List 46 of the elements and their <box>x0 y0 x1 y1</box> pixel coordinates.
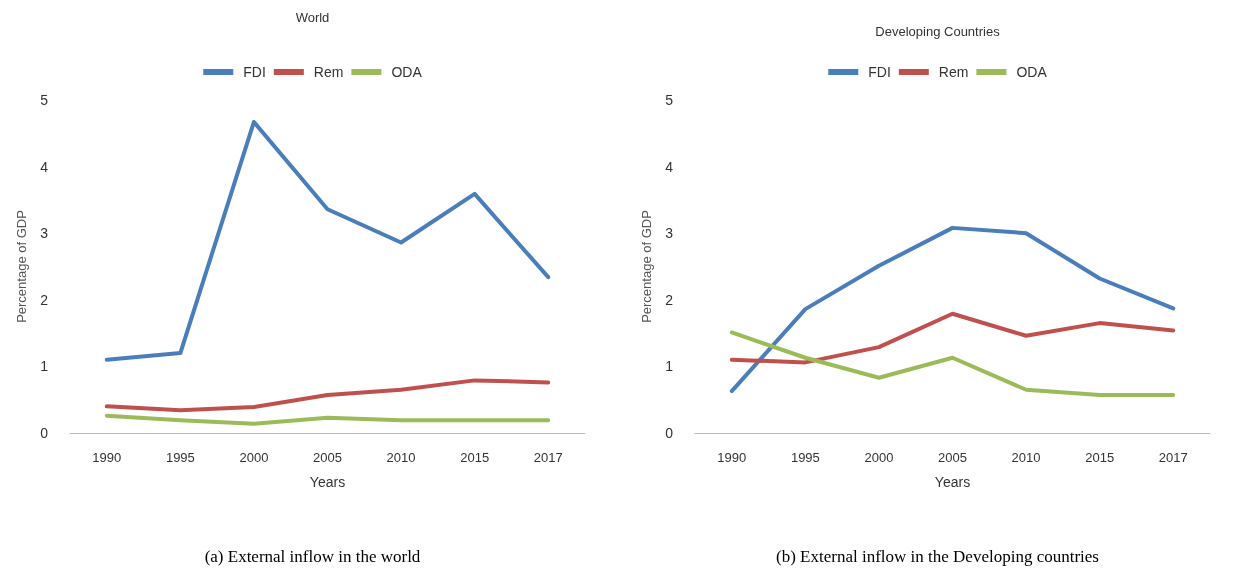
x-tick-label: 2017 <box>1158 450 1188 465</box>
y-axis-title: Percentage of GDP <box>14 210 29 323</box>
x-tick-label: 2000 <box>864 450 894 465</box>
y-tick-label: 3 <box>665 225 674 242</box>
x-tick-label: 2010 <box>386 450 416 465</box>
x-tick-label: 1995 <box>790 450 820 465</box>
y-tick-label: 0 <box>40 425 49 441</box>
legend-label: FDI <box>243 64 266 80</box>
y-tick-label: 5 <box>40 92 49 108</box>
legend-label: Rem <box>938 64 969 80</box>
legend-label: FDI <box>868 64 891 80</box>
legend-label: ODA <box>391 64 423 80</box>
y-tick-label: 1 <box>40 358 49 375</box>
x-tick-label: 2005 <box>938 450 967 465</box>
x-tick-label: 2005 <box>313 450 342 465</box>
text: (b) External inflow in the Developing countries <box>776 547 1099 566</box>
x-tick-label: 2015 <box>460 450 490 465</box>
y-tick-label: 2 <box>40 291 49 308</box>
x-tick-label: 1990 <box>92 450 122 465</box>
line-series <box>729 225 1176 394</box>
y-tick-label: 1 <box>665 358 674 375</box>
y-tick-label: 0 <box>665 425 674 441</box>
line-series <box>104 119 551 362</box>
line-series <box>729 311 1176 365</box>
x-axis-title: Years <box>309 474 346 490</box>
y-tick-label: 3 <box>40 225 49 242</box>
line-series <box>104 378 551 413</box>
x-tick-label: 2017 <box>533 450 563 465</box>
y-tick-label: 4 <box>40 158 49 175</box>
y-axis-title: Percentage of GDP <box>639 210 654 323</box>
chart-title: World <box>295 10 330 25</box>
x-tick-label: 1995 <box>165 450 195 465</box>
x-tick-label: 2010 <box>1011 450 1041 465</box>
y-tick-label: 2 <box>665 291 674 308</box>
y-tick-label: 5 <box>665 92 674 108</box>
chart-title: Developing Countries <box>875 24 1001 39</box>
y-tick-label: 4 <box>665 158 674 175</box>
line-series <box>104 413 551 426</box>
legend-label: ODA <box>1016 64 1048 80</box>
x-axis-title: Years <box>934 474 971 490</box>
text: (a) External inflow in the world <box>204 547 421 566</box>
legend-label: Rem <box>313 64 344 80</box>
x-tick-label: 1990 <box>717 450 747 465</box>
line-series <box>729 330 1176 398</box>
x-tick-label: 2015 <box>1085 450 1115 465</box>
x-tick-label: 2000 <box>239 450 269 465</box>
